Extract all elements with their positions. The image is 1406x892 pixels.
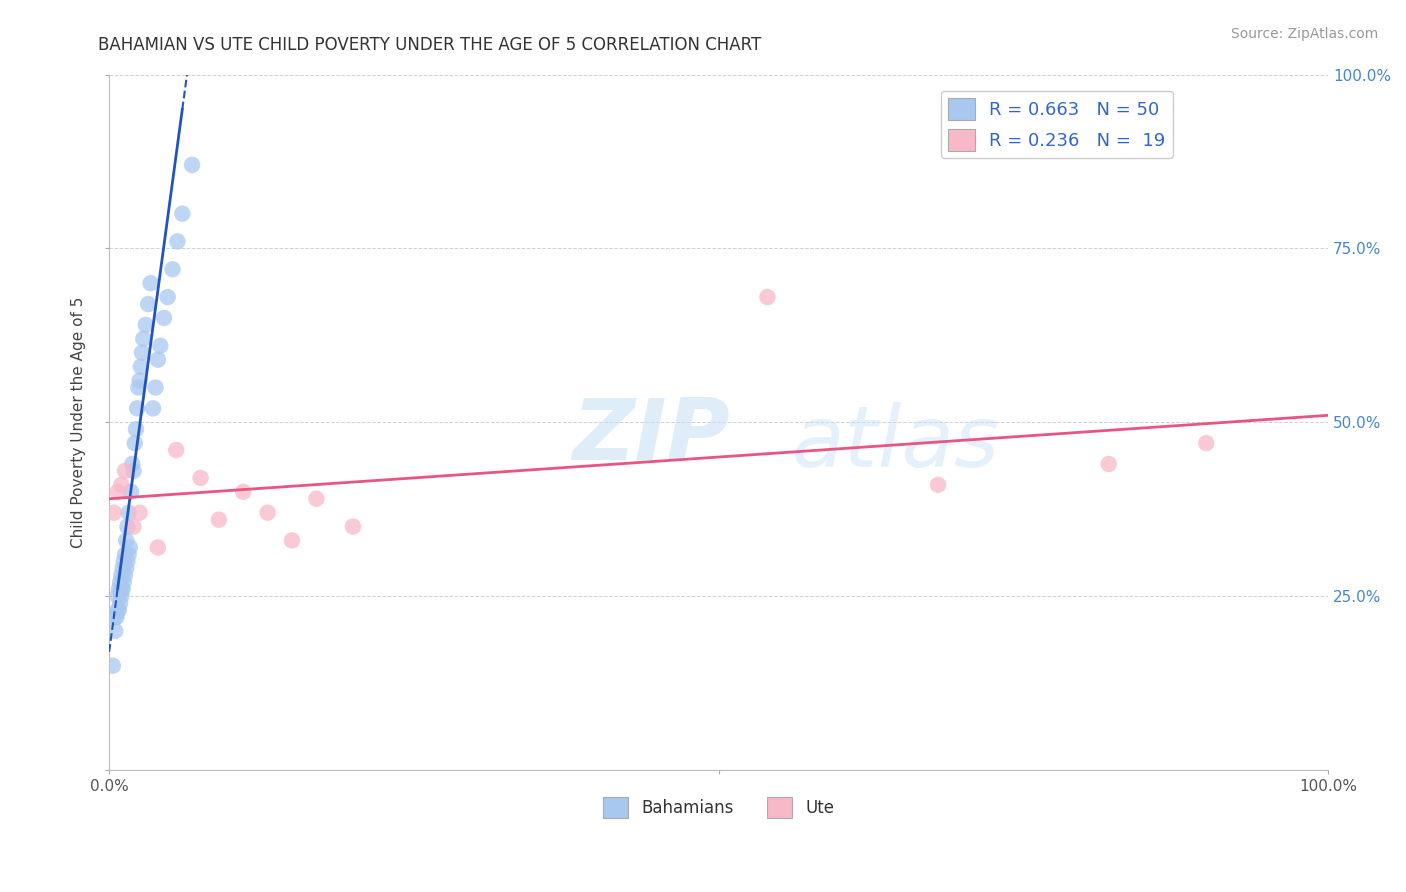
Point [110,478,132,492]
Point [104,610,127,624]
Point [121,457,143,471]
Point [108,596,131,610]
Point [127,401,149,416]
Point [132,332,155,346]
Point [756,290,779,304]
Point [124,436,146,450]
Point [181,158,204,172]
Text: atlas: atlas [792,401,1000,484]
Point [122,464,145,478]
Legend: Bahamians, Ute: Bahamians, Ute [596,790,841,824]
Point [101,658,124,673]
Point [256,506,278,520]
Point [118,548,141,562]
Point [103,506,125,520]
Point [1098,457,1121,471]
Point [129,359,152,374]
Point [927,478,949,492]
Point [342,519,364,533]
Point [136,297,159,311]
Point [305,491,328,506]
Point [111,561,134,575]
Point [105,610,128,624]
Point [232,484,254,499]
Text: BAHAMIAN VS UTE CHILD POVERTY UNDER THE AGE OF 5 CORRELATION CHART: BAHAMIAN VS UTE CHILD POVERTY UNDER THE … [98,36,762,54]
Point [108,603,131,617]
Point [107,603,129,617]
Point [166,235,188,249]
Point [118,541,141,555]
Point [142,401,165,416]
Point [139,276,162,290]
Point [149,339,172,353]
Point [112,575,135,590]
Point [127,380,149,394]
Point [120,484,142,499]
Point [125,422,148,436]
Point [110,589,132,603]
Point [135,318,157,332]
Point [107,589,129,603]
Point [128,374,150,388]
Point [122,519,145,533]
Point [118,506,141,520]
Point [172,206,194,220]
Point [208,513,231,527]
Point [115,561,138,575]
Point [107,484,129,499]
Point [1195,436,1218,450]
Point [131,345,153,359]
Point [153,310,176,325]
Text: Source: ZipAtlas.com: Source: ZipAtlas.com [1230,27,1378,41]
Point [146,352,169,367]
Point [104,624,127,638]
Point [145,380,167,394]
Point [114,568,136,582]
Point [117,554,139,568]
Point [281,533,304,548]
Point [110,568,132,582]
Point [128,506,150,520]
Point [190,471,212,485]
Point [112,554,135,568]
Point [108,575,131,590]
Point [156,290,179,304]
Point [111,582,134,597]
Point [162,262,184,277]
Y-axis label: Child Poverty Under the Age of 5: Child Poverty Under the Age of 5 [72,296,86,548]
Text: ZIP: ZIP [572,394,730,478]
Point [117,519,139,533]
Point [115,533,138,548]
Point [165,443,187,458]
Point [114,464,136,478]
Point [108,582,131,597]
Point [114,548,136,562]
Point [146,541,169,555]
Point [110,582,132,597]
